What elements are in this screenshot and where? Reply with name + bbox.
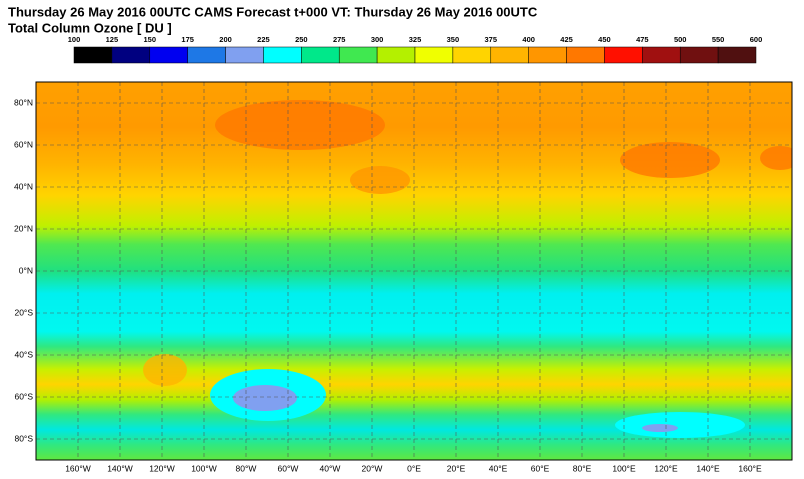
field-blob xyxy=(215,100,385,150)
longitude-label: 100°W xyxy=(191,463,217,473)
colorbar-label: 400 xyxy=(522,35,535,44)
colorbar-label: 425 xyxy=(560,35,573,44)
field-blob xyxy=(760,146,792,170)
colorbar-swatch xyxy=(414,46,454,64)
latitude-label: 20°N xyxy=(14,223,33,233)
colorbar-swatch xyxy=(528,46,567,64)
colorbar-swatch xyxy=(452,46,492,64)
colorbar-swatch xyxy=(490,46,529,64)
colorbar-label: 475 xyxy=(636,35,649,44)
colorbar-swatch xyxy=(338,46,378,64)
longitude-label: 160°W xyxy=(65,463,91,473)
colorbar-label: 450 xyxy=(598,35,611,44)
colorbar-swatch xyxy=(225,46,264,64)
colorbar-swatch xyxy=(149,46,188,64)
field-blob xyxy=(620,142,720,178)
colorbar-label: 500 xyxy=(674,35,687,44)
colorbar-label: 250 xyxy=(295,35,308,44)
latitude-label: 60°N xyxy=(14,139,33,149)
field-blob xyxy=(642,424,678,432)
colorbar-label: 275 xyxy=(333,35,346,44)
colorbar-swatch xyxy=(566,46,605,64)
latitude-label: 40°N xyxy=(14,181,33,191)
title: Thursday 26 May 2016 00UTC CAMS Forecast… xyxy=(8,4,538,19)
longitude-label: 160°E xyxy=(738,463,762,473)
latitude-label: 0°N xyxy=(19,265,33,275)
colorbar-swatch xyxy=(301,46,340,64)
subtitle: Total Column Ozone [ DU ] xyxy=(8,20,172,35)
colorbar-label: 300 xyxy=(371,35,384,44)
colorbar: 100 125 150 175 200 225 250 275 300 325 350 375 400 4… xyxy=(68,35,763,64)
colorbar-label: 350 xyxy=(447,35,460,44)
colorbar-label: 550 xyxy=(712,35,725,44)
colorbar-label: 125 xyxy=(106,35,119,44)
map-frame xyxy=(35,81,793,461)
longitude-label: 20°W xyxy=(362,463,383,473)
longitude-label: 40°W xyxy=(320,463,341,473)
latitude-label: 80°N xyxy=(14,97,33,107)
longitude-label: 80°W xyxy=(236,463,257,473)
colorbar-swatch xyxy=(604,46,643,64)
latitude-label: 20°S xyxy=(14,307,33,317)
field-blob xyxy=(615,412,745,438)
longitude-label: 0°E xyxy=(407,463,421,473)
longitude-label: 60°W xyxy=(278,463,299,473)
longitude-label: 60°E xyxy=(531,463,550,473)
colorbar-swatch xyxy=(73,46,113,64)
field-blob xyxy=(350,166,410,194)
longitude-label: 140°E xyxy=(696,463,720,473)
field-blob xyxy=(143,354,187,386)
longitude-label: 140°W xyxy=(107,463,133,473)
colorbar-label: 600 xyxy=(750,35,763,44)
longitude-label: 120°W xyxy=(149,463,175,473)
longitude-label: 100°E xyxy=(612,463,636,473)
colorbar-swatch xyxy=(187,46,226,64)
colorbar-label: 100 xyxy=(68,35,81,44)
latitude-label: 40°S xyxy=(14,349,33,359)
colorbar-label: 375 xyxy=(485,35,498,44)
colorbar-swatch xyxy=(717,46,757,64)
colorbar-swatch xyxy=(111,46,151,64)
colorbar-label: 200 xyxy=(219,35,232,44)
colorbar-swatch xyxy=(376,46,416,64)
colorbar-label: 325 xyxy=(409,35,422,44)
graticule: 80°N 60°N 40°N 20°N 0°N 20°S 40°S 60°S 80°S 160°W… xyxy=(14,82,792,473)
longitude-label: 40°E xyxy=(489,463,508,473)
longitude-label: 20°E xyxy=(447,463,466,473)
colorbar-swatch xyxy=(263,46,302,64)
latitude-label: 60°S xyxy=(14,391,33,401)
colorbar-label: 225 xyxy=(257,35,270,44)
colorbar-label: 150 xyxy=(144,35,157,44)
field-blob xyxy=(233,385,297,411)
colorbar-swatch xyxy=(642,46,681,64)
colorbar-label: 175 xyxy=(181,35,194,44)
latitude-label: 80°S xyxy=(14,433,33,443)
longitude-label: 80°E xyxy=(573,463,592,473)
colorbar-swatch xyxy=(679,46,719,64)
longitude-label: 120°E xyxy=(654,463,678,473)
